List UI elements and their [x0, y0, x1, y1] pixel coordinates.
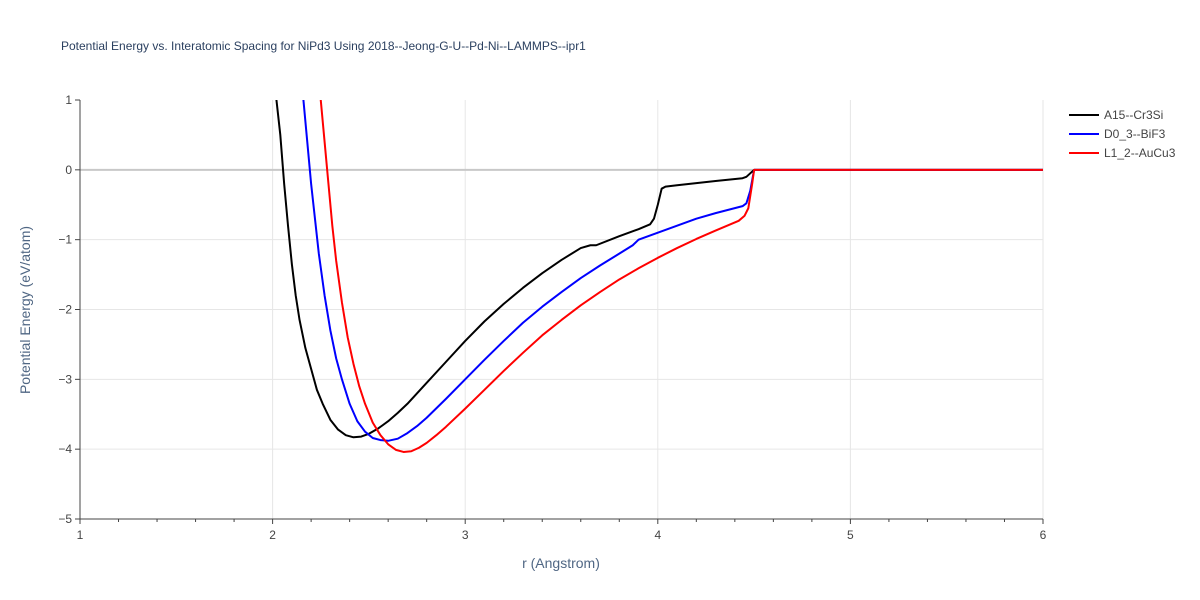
legend-item[interactable]: A15--Cr3Si [1069, 108, 1163, 122]
y-tick-label: −5 [58, 512, 72, 526]
legend[interactable]: A15--Cr3Si D0_3--BiF3 L1_2--AuCu3 [1069, 108, 1176, 160]
y-tick-label: −4 [58, 442, 72, 456]
chart-title: Potential Energy vs. Interatomic Spacing… [61, 39, 586, 53]
x-tick-label: 5 [847, 528, 854, 542]
x-tick-label: 2 [269, 528, 276, 542]
legend-label: A15--Cr3Si [1104, 108, 1163, 122]
x-axis-title: r (Angstrom) [522, 555, 600, 571]
tick-labels: 1 2 3 4 5 6 1 0 −1 −2 −3 −4 −5 [58, 93, 1046, 542]
x-tick-label: 6 [1040, 528, 1047, 542]
legend-item[interactable]: L1_2--AuCu3 [1069, 146, 1176, 160]
series-line-3 [319, 100, 1043, 453]
x-tick-label: 3 [462, 528, 469, 542]
y-tick-label: 0 [65, 163, 72, 177]
series-line-1 [275, 100, 1043, 439]
y-tick-label: 1 [65, 93, 72, 107]
y-axis-title: Potential Energy (eV/atom) [17, 226, 33, 394]
y-tick-label: −1 [58, 233, 72, 247]
x-tick-label: 1 [77, 528, 84, 542]
legend-label: L1_2--AuCu3 [1104, 146, 1176, 160]
y-tick-label: −2 [58, 303, 72, 317]
x-tick-label: 4 [654, 528, 661, 542]
series-line-2 [302, 100, 1043, 442]
legend-label: D0_3--BiF3 [1104, 127, 1166, 141]
plot-area [275, 100, 1043, 453]
y-tick-label: −3 [58, 372, 72, 386]
axes [75, 99, 1044, 524]
legend-item[interactable]: D0_3--BiF3 [1069, 127, 1166, 141]
